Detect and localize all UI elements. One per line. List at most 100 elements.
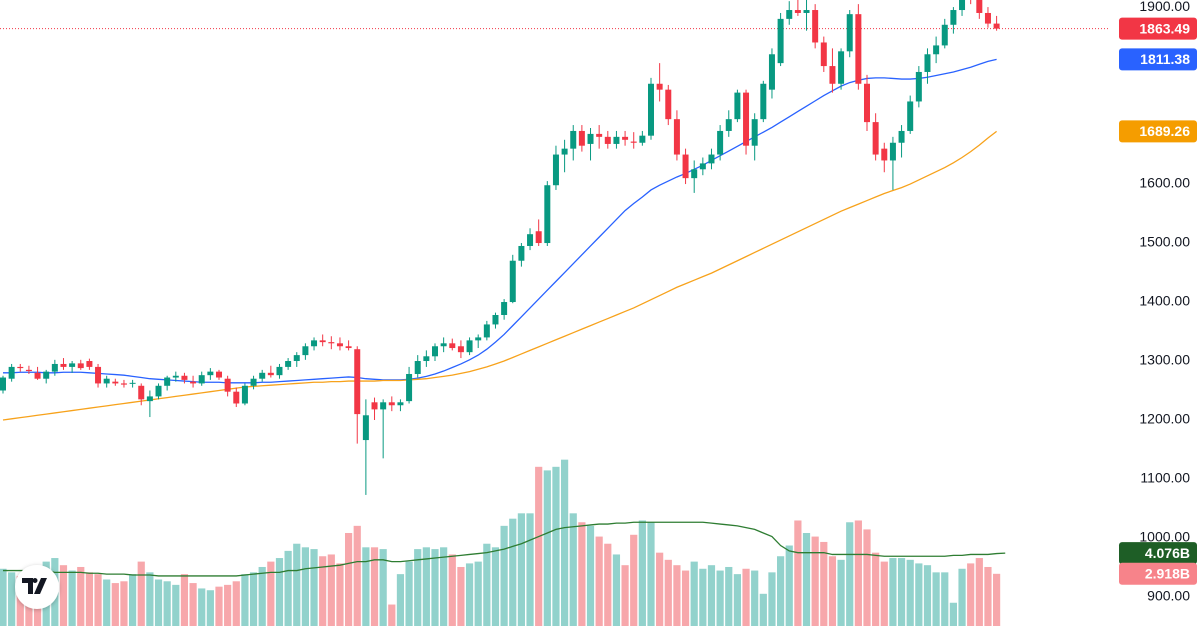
candle-body [907,101,914,131]
volume-bar [707,565,716,626]
candle-body [786,10,793,19]
volume-bar [993,573,1001,626]
candle-body [665,89,672,120]
volume-bar [569,513,577,626]
volume-bar [742,568,750,626]
volume-bar [103,579,111,626]
volume-bar [880,561,888,626]
candle-body [820,42,827,67]
volume-bar [906,559,914,626]
volume-bar [491,547,500,626]
candle-body [34,372,41,379]
candle-body [380,402,387,410]
volume-bar [0,568,7,626]
volume-bar [690,561,698,626]
logo[interactable] [15,565,59,609]
volume-bar [716,570,724,626]
volume-bar [949,602,957,626]
volume-bar [362,547,370,626]
candle-body [241,385,248,404]
volume-bar [828,556,837,626]
volume-bar [638,520,646,626]
candle-body [717,130,724,155]
candle-body [518,245,525,261]
candle-body [933,45,940,55]
volume-bar [794,520,802,626]
candle-body [250,378,257,386]
volume-bar [146,572,154,626]
volume-bar [448,554,456,626]
candle-body [267,372,274,376]
candle-body [293,355,300,362]
volume-bar [431,549,439,626]
volume-bar [457,566,465,626]
volume-bar [172,584,180,626]
logo-badge[interactable] [15,565,59,609]
volume-bar [612,554,621,626]
candle-body [328,342,335,344]
candle-body [561,148,568,155]
candle-body [224,378,231,392]
volume-bar [336,563,344,626]
candle-body [838,51,845,84]
y-tick-label: 1500.00 [1139,234,1190,250]
candle-body [552,154,559,186]
plot-area [0,0,1110,626]
candle-body [613,136,620,144]
candle-body [984,12,991,24]
y-tick-label: 1200.00 [1139,411,1190,427]
moving-average-line [3,58,997,384]
candle-body [604,136,611,144]
candle-body [959,0,966,11]
volume-bar [388,604,396,626]
candle-body [846,14,853,52]
candle-body [656,83,663,90]
candle-body [993,23,1000,29]
candle-body [527,234,534,246]
candle-body [777,18,784,64]
volume-bar [604,543,612,626]
y-tick-label: 1000.00 [1139,529,1190,545]
volume-bar [863,529,871,626]
volume-bar [785,545,793,626]
candle-body [371,402,378,410]
volume-bar [474,561,482,626]
candle-body [941,24,948,46]
candle-body [112,381,119,384]
logo-mark [22,577,47,594]
volume-bar [370,547,379,626]
volume-bar [846,522,854,626]
volume-bar [517,513,525,626]
candle-body [432,346,438,357]
volume-bar [405,561,413,626]
candle-body [466,340,473,353]
volume-bar [440,547,448,626]
volume-bar [621,565,629,626]
volume-bar [733,574,741,626]
candle-body [336,343,343,347]
candle-body [397,402,404,406]
candle-body [302,346,309,356]
candle-body [440,343,447,347]
volume-bar [275,558,284,626]
candle-body [509,260,516,303]
volume-bar [120,581,128,626]
candle-body [17,366,24,369]
candle-body [501,302,508,315]
candle-body [915,71,922,102]
volume-label: 4.076B [1145,545,1190,561]
candle-body [812,10,819,43]
volume-ma-line [3,521,1006,577]
candle-body [691,169,698,179]
volume-bar [379,549,387,626]
candle-body [60,363,67,367]
candle-body [768,54,775,90]
volume-bar [215,586,223,626]
volume-bar [586,525,595,626]
volume-bar [872,552,880,626]
candle-body [855,14,862,84]
volume-bar [249,572,258,626]
candle-body [276,366,283,376]
volume-bar [77,566,85,626]
volume-bar [837,559,845,626]
